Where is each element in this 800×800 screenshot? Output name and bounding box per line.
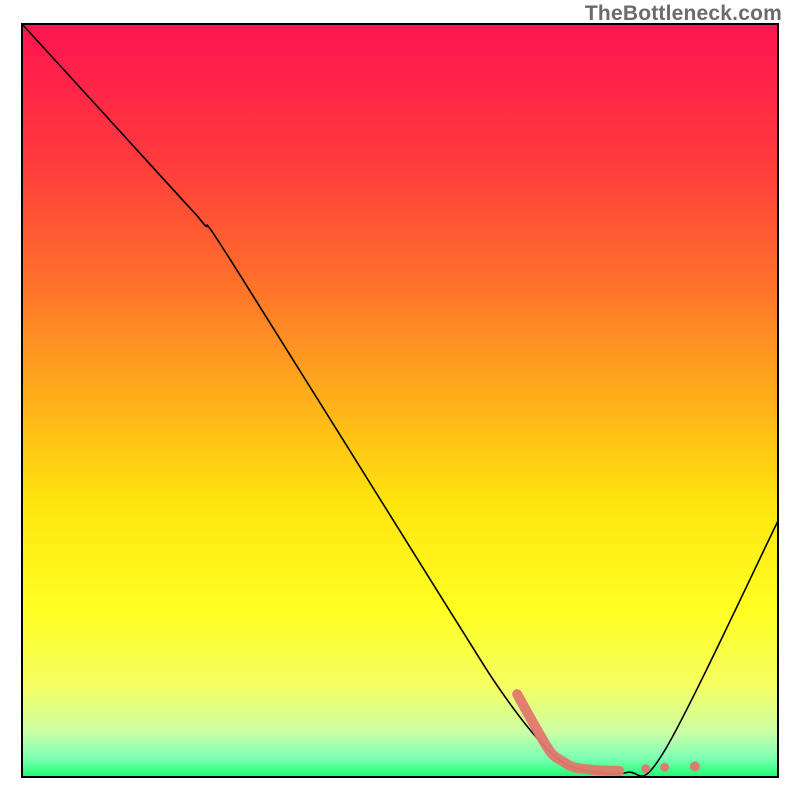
plot-area bbox=[22, 24, 778, 777]
optimal-range-dot bbox=[641, 764, 650, 773]
optimal-range-dot bbox=[660, 763, 669, 772]
gradient-background bbox=[22, 24, 778, 777]
optimal-range-dot bbox=[690, 761, 700, 771]
stage: TheBottleneck.com bbox=[0, 0, 800, 800]
watermark-text: TheBottleneck.com bbox=[585, 2, 782, 26]
chart-svg bbox=[0, 0, 800, 800]
